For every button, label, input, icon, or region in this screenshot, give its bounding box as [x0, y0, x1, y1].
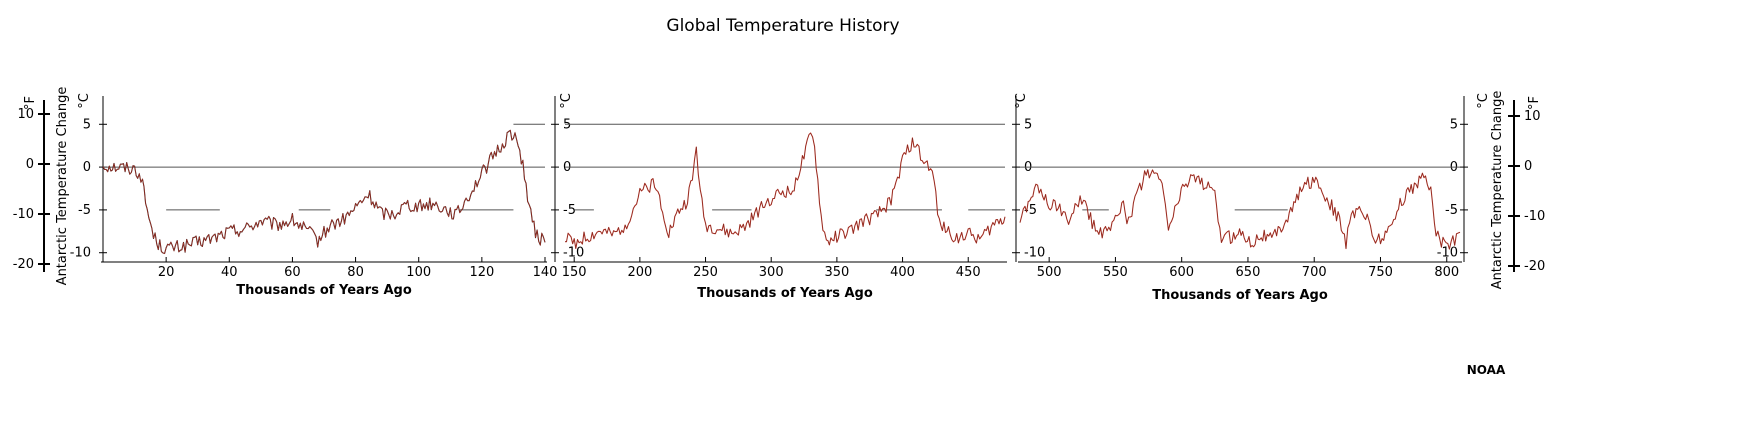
- x-axis-title: Thousands of Years Ago: [697, 286, 873, 301]
- temperature-series-panel-2: [565, 132, 1006, 250]
- celsius-unit-left: °C: [77, 93, 92, 109]
- fahrenheit-unit-left: °F: [23, 96, 38, 110]
- x-tick-label: 250: [693, 265, 718, 280]
- temperature-series-panel-3: [1019, 169, 1461, 250]
- x-axis-title: Thousands of Years Ago: [236, 283, 412, 298]
- x-tick-label: 650: [1236, 265, 1261, 280]
- temperature-series-panel-1: [102, 129, 546, 255]
- celsius-tick-label: -5: [78, 203, 91, 218]
- x-tick-label: 140: [533, 265, 558, 280]
- x-tick-label: 40: [221, 265, 238, 280]
- x-tick-label: 20: [158, 265, 175, 280]
- celsius-tick-label: -10: [1024, 246, 1045, 261]
- y-axis-title-right: Antarctic Temperature Change: [1490, 91, 1505, 290]
- x-axis-title: Thousands of Years Ago: [1152, 288, 1328, 303]
- celsius-tick-label: 5: [1024, 117, 1032, 132]
- x-tick-label: 80: [347, 265, 364, 280]
- x-tick-label: 100: [406, 265, 431, 280]
- fahrenheit-tick-label-right: -20: [1524, 259, 1545, 274]
- fahrenheit-tick-label-left: -10: [13, 207, 34, 222]
- celsius-tick-label: 0: [83, 160, 91, 175]
- celsius-tick-label-right: -10: [1437, 246, 1458, 261]
- fahrenheit-unit-right: °F: [1527, 96, 1542, 110]
- x-tick-label: 120: [469, 265, 494, 280]
- x-tick-label: 450: [956, 265, 981, 280]
- celsius-tick-label: -10: [70, 246, 91, 261]
- x-tick-label: 800: [1434, 265, 1459, 280]
- temperature-series-overlay-panel-3: [1019, 169, 1461, 250]
- x-tick-label: 150: [562, 265, 587, 280]
- celsius-unit: °C: [1014, 93, 1029, 109]
- x-tick-label: 750: [1368, 265, 1393, 280]
- x-tick-label: 550: [1103, 265, 1128, 280]
- fahrenheit-tick-label-left: 10: [17, 107, 34, 122]
- temperature-series-overlay-panel-1: [102, 129, 546, 254]
- celsius-tick-label-right: 5: [1450, 117, 1458, 132]
- x-tick-label: 350: [824, 265, 849, 280]
- celsius-unit: °C: [559, 93, 574, 109]
- fahrenheit-tick-label-left: 0: [26, 157, 34, 172]
- celsius-tick-label: 5: [83, 117, 91, 132]
- celsius-unit-right: °C: [1476, 93, 1491, 109]
- celsius-tick-label-right: -5: [1445, 203, 1458, 218]
- x-tick-label: 60: [284, 265, 301, 280]
- fahrenheit-tick-label-right: 0: [1524, 159, 1532, 174]
- x-tick-label: 400: [890, 265, 915, 280]
- x-tick-label: 600: [1169, 265, 1194, 280]
- fahrenheit-tick-label-left: -20: [13, 257, 34, 272]
- x-tick-label: 300: [759, 265, 784, 280]
- y-axis-title-left: Antarctic Temperature Change: [55, 87, 70, 286]
- fahrenheit-tick-label-right: -10: [1524, 209, 1545, 224]
- temperature-series-overlay-panel-2: [565, 132, 1006, 249]
- source-credit: NOAA: [1467, 363, 1506, 377]
- x-tick-label: 500: [1037, 265, 1062, 280]
- x-tick-label: 200: [627, 265, 652, 280]
- celsius-tick-label: -5: [563, 203, 576, 218]
- celsius-tick-label: -10: [563, 246, 584, 261]
- chart-title: Global Temperature History: [666, 16, 899, 36]
- fahrenheit-tick-label-right: 10: [1524, 109, 1541, 124]
- x-tick-label: 700: [1302, 265, 1327, 280]
